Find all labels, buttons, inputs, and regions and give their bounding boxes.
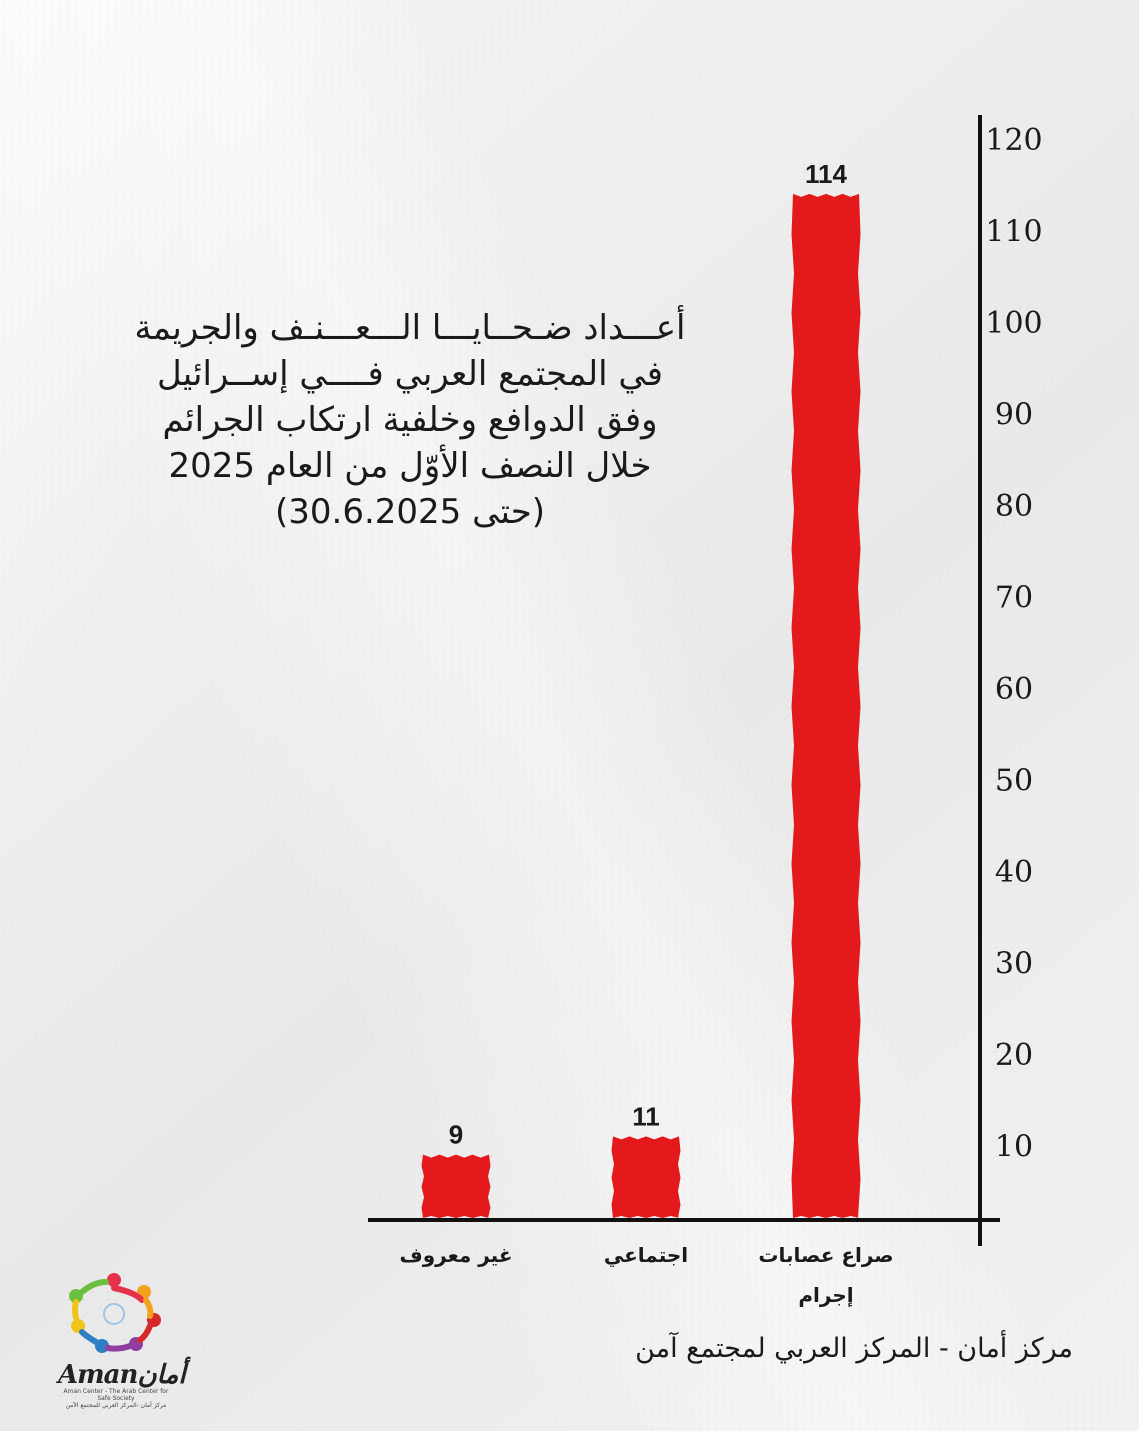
y-tick-label: 30 [995, 947, 1033, 982]
y-tick-label: 100 [985, 306, 1042, 341]
logo-subtitle-en: Aman Center - The Arab Center for Safe S… [63, 1388, 169, 1402]
title-line-3: وفق الدوافع وخلفية ارتكاب الجرائم [162, 400, 658, 440]
x-category-label: غير معروف [399, 1243, 512, 1267]
bar-data-label: 11 [632, 1101, 660, 1131]
y-tick-label: 10 [995, 1130, 1033, 1165]
y-tick-label: 110 [985, 215, 1042, 250]
logo-wordmark: Amanأمان [58, 1360, 187, 1390]
y-tick-label: 20 [995, 1038, 1033, 1073]
y-tick-label: 90 [995, 398, 1033, 433]
aman-logo: Amanأمان Aman Center - The Arab Center f… [54, 1268, 187, 1409]
footer-credit: مركز أمان - المركز العربي لمجتمع آمن [635, 1333, 1073, 1364]
logo-circle-people-icon [69, 1273, 161, 1353]
title-line-2: في المجتمع العربي فــــي إســرائيل [157, 354, 663, 394]
bar-data-label: 114 [805, 159, 847, 189]
logo-subtitle: Aman Center - The Arab Center for Safe S… [60, 1388, 172, 1409]
bar [611, 1136, 681, 1218]
y-tick-label: 40 [995, 855, 1033, 890]
title-line-5: (حتى 30.6.2025) [274, 492, 545, 532]
logo-subtitle-ar: مركز أمان -المركز العربي للمجتمع الآمن [65, 1402, 167, 1409]
y-tick-label: 50 [995, 764, 1033, 799]
y-tick-label: 60 [995, 672, 1033, 707]
x-category-label: اجتماعي [604, 1243, 688, 1268]
y-tick-label: 120 [985, 123, 1042, 158]
x-category-label: صراع عصابات [758, 1243, 893, 1267]
bar-data-label: 9 [449, 1120, 463, 1150]
y-tick-label: 80 [995, 489, 1033, 524]
y-tick-label: 70 [995, 581, 1033, 616]
bar [421, 1154, 491, 1218]
bar [791, 193, 861, 1218]
chart-title-block: أعـــداد ضـحــايـــا الـــعـــنـف والجري… [120, 305, 700, 535]
title-line-1: أعـــداد ضـحــايـــا الـــعـــنـف والجري… [134, 308, 686, 348]
title-line-4: خلال النصف الأوّل من العام 2025 [168, 446, 652, 486]
x-category-label: إجرام [798, 1283, 853, 1307]
